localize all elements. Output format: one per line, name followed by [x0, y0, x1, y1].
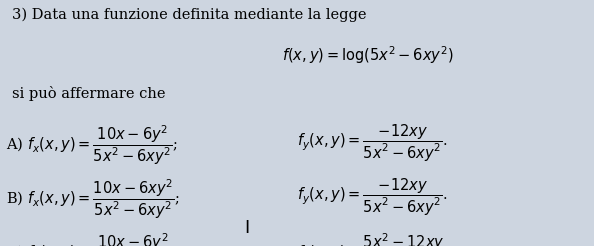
Text: C) $f_x(x,y) = \dfrac{10x-6y^2}{5x^2-6xy^2}$;: C) $f_x(x,y) = \dfrac{10x-6y^2}{5x^2-6xy…	[6, 231, 178, 246]
Text: $f(x,y) = \log(5x^2 - 6xy^2)$: $f(x,y) = \log(5x^2 - 6xy^2)$	[283, 44, 454, 66]
Text: A) $f_x(x,y) = \dfrac{10x-6y^2}{5x^2-6xy^2}$;: A) $f_x(x,y) = \dfrac{10x-6y^2}{5x^2-6xy…	[6, 123, 178, 167]
Text: B) $f_x(x,y) = \dfrac{10x-6xy^2}{5x^2-6xy^2}$;: B) $f_x(x,y) = \dfrac{10x-6xy^2}{5x^2-6x…	[6, 177, 179, 221]
Text: 3) Data una funzione definita mediante la legge: 3) Data una funzione definita mediante l…	[12, 7, 366, 22]
Text: $f_y(x,y) = \dfrac{-12xy}{5x^2-6xy^2}$.: $f_y(x,y) = \dfrac{-12xy}{5x^2-6xy^2}$.	[297, 177, 448, 218]
Text: $f_y(x,y) = \dfrac{5x^2-12xy}{5x^2-6xy^2}$.: $f_y(x,y) = \dfrac{5x^2-12xy}{5x^2-6xy^2…	[297, 231, 450, 246]
Text: si può affermare che: si può affermare che	[12, 86, 165, 101]
Text: $\mathrm{I}$: $\mathrm{I}$	[244, 219, 249, 237]
Text: $f_y(x,y) = \dfrac{-12xy}{5x^2-6xy^2}$.: $f_y(x,y) = \dfrac{-12xy}{5x^2-6xy^2}$.	[297, 123, 448, 164]
